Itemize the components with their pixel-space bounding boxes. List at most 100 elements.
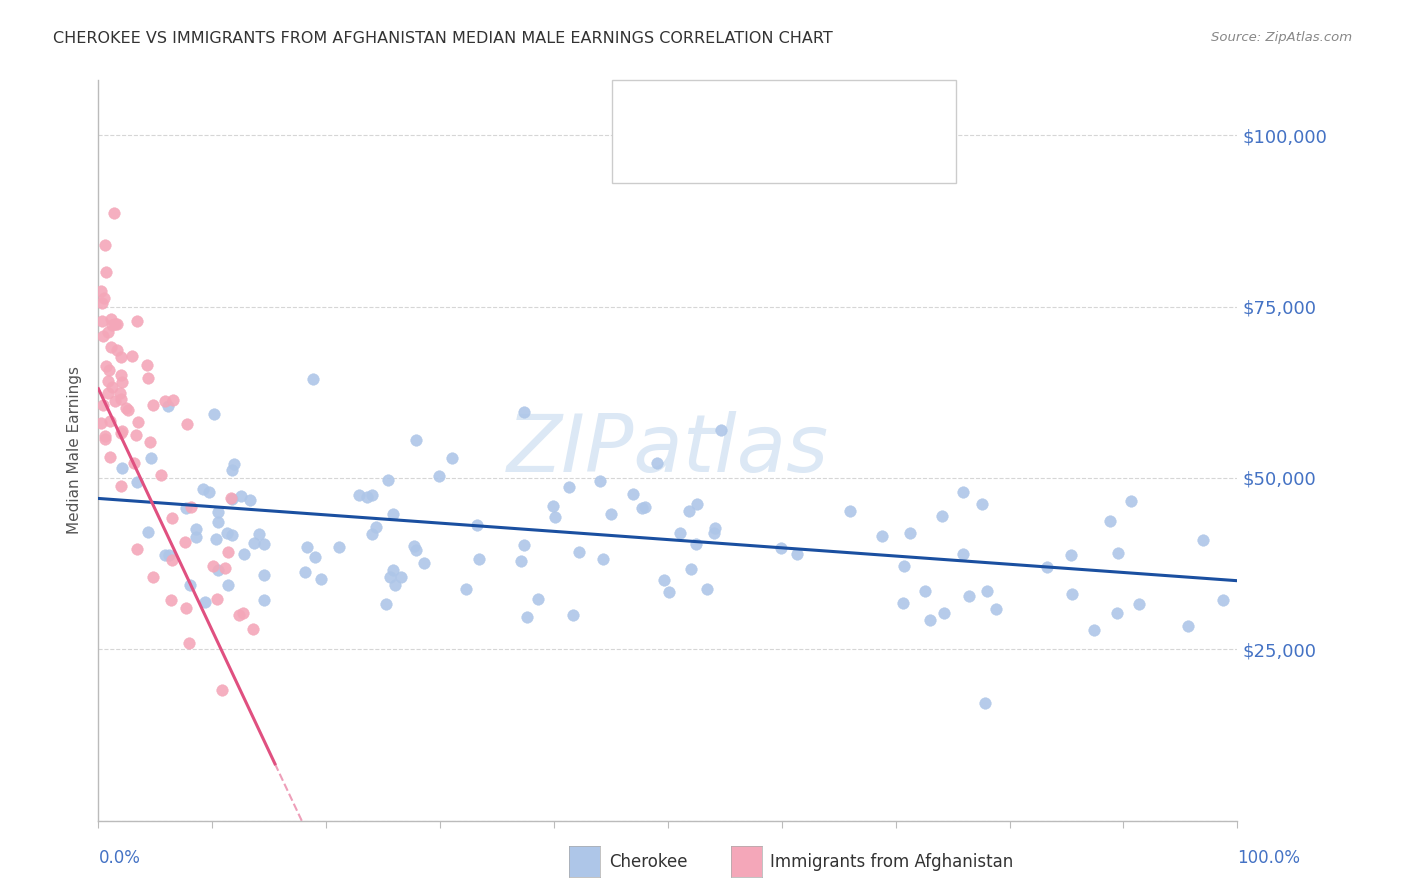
Point: [366, 519, 388, 533]
Point: [184, 522, 207, 536]
Point: [127, 415, 149, 429]
Point: [658, 585, 681, 599]
Point: [91, 398, 114, 412]
Point: [217, 545, 239, 559]
Point: [162, 392, 184, 407]
Point: [186, 530, 208, 544]
Point: [94, 429, 117, 443]
Point: [253, 568, 276, 582]
Point: [157, 548, 180, 562]
Point: [205, 591, 228, 606]
Point: [440, 451, 463, 466]
Point: [110, 479, 132, 493]
Point: [295, 540, 318, 554]
Text: -0.415: -0.415: [704, 102, 762, 120]
Point: [377, 473, 399, 487]
Text: R =: R =: [665, 148, 704, 166]
Point: [101, 318, 124, 332]
Point: [91, 314, 114, 328]
Point: [311, 572, 333, 586]
Point: [117, 402, 139, 417]
Point: [142, 399, 165, 413]
Point: [179, 578, 201, 592]
Point: [107, 343, 129, 357]
Point: [934, 607, 956, 621]
Point: [110, 350, 132, 364]
Text: N =: N =: [775, 102, 827, 120]
Point: [207, 563, 229, 577]
Point: [1105, 606, 1128, 620]
Point: [219, 491, 242, 505]
Point: [468, 551, 491, 566]
Point: [381, 564, 404, 578]
Text: -0.407: -0.407: [704, 148, 762, 166]
Point: [96, 359, 118, 373]
Point: [931, 508, 953, 523]
Point: [893, 558, 915, 573]
Point: [558, 480, 581, 494]
Point: [952, 484, 974, 499]
Point: [1192, 533, 1215, 547]
Point: [986, 602, 1008, 616]
Point: [412, 556, 434, 570]
Point: [839, 504, 862, 518]
Point: [94, 433, 117, 447]
Point: [375, 597, 398, 611]
Point: [91, 329, 114, 343]
Point: [125, 475, 148, 489]
Point: [1212, 592, 1234, 607]
Point: [957, 589, 980, 603]
Point: [703, 525, 725, 540]
Point: [136, 358, 159, 372]
Point: [202, 407, 225, 421]
Point: [160, 592, 183, 607]
Point: [111, 375, 134, 389]
Point: [589, 474, 612, 488]
Point: [201, 558, 224, 573]
Point: [100, 380, 122, 394]
Text: Source: ZipAtlas.com: Source: ZipAtlas.com: [1212, 31, 1353, 45]
Point: [221, 463, 243, 477]
Point: [510, 554, 533, 568]
Point: [516, 609, 538, 624]
Point: [592, 552, 614, 566]
Point: [174, 601, 197, 615]
Point: [405, 433, 427, 447]
Point: [685, 537, 707, 551]
Point: [976, 584, 998, 599]
Point: [361, 487, 384, 501]
Text: 68: 68: [817, 148, 845, 166]
Point: [233, 547, 256, 561]
Point: [105, 318, 128, 332]
Point: [669, 525, 692, 540]
Point: [224, 458, 246, 472]
Point: [157, 399, 180, 413]
Point: [207, 505, 229, 519]
Point: [952, 547, 974, 561]
Point: [110, 425, 132, 440]
Point: [970, 497, 993, 511]
Point: [98, 450, 121, 464]
Point: [121, 349, 143, 363]
Point: [207, 515, 229, 529]
Point: [973, 697, 995, 711]
Point: [301, 372, 323, 386]
Point: [98, 362, 121, 376]
Point: [191, 482, 214, 496]
Point: [1083, 623, 1105, 637]
Point: [243, 536, 266, 550]
Point: [1035, 560, 1057, 574]
Point: [872, 529, 894, 543]
Point: [242, 622, 264, 636]
Point: [90, 416, 112, 430]
Point: [527, 591, 550, 606]
Point: [402, 539, 425, 553]
Point: [786, 547, 808, 561]
Point: [139, 434, 162, 449]
Point: [221, 528, 243, 542]
Point: [544, 510, 567, 524]
Point: [97, 374, 120, 388]
Point: [654, 573, 676, 587]
Point: [239, 493, 262, 508]
Point: [122, 456, 145, 470]
